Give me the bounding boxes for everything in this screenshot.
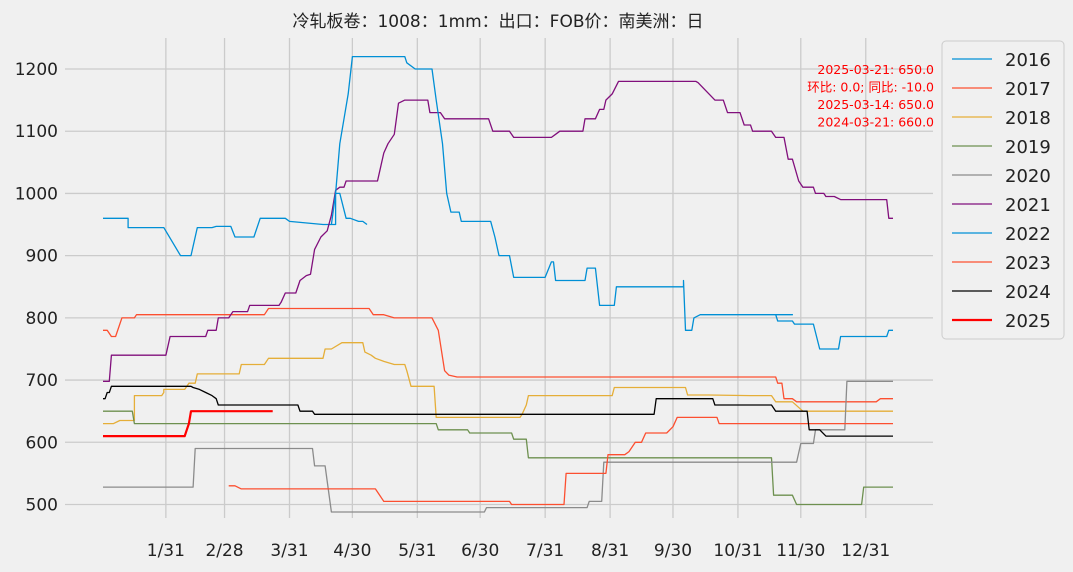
x-tick-label: 11/30 (776, 541, 825, 561)
tick-labels: 500 600 700 800 900 1000 1100 1200 1/31 2/28 3/31 4… (15, 60, 891, 561)
y-tick-label: 800 (26, 309, 58, 329)
x-tick-label: 8/31 (591, 541, 629, 561)
x-tick-label: 1/31 (147, 541, 185, 561)
y-tick-label: 1100 (15, 122, 58, 142)
annotation-text: 2024-03-21: 660.0 (817, 115, 934, 130)
y-tick-label: 500 (26, 496, 58, 516)
series-line-2024 (103, 385, 893, 437)
x-tick-label: 2/28 (205, 541, 243, 561)
legend-label-2020: 2020 (1005, 166, 1051, 187)
x-tick-label: 6/30 (461, 541, 499, 561)
legend-label-2017: 2017 (1005, 79, 1051, 100)
series-line-2023 (228, 416, 893, 506)
legend-label-2022: 2022 (1005, 224, 1051, 245)
x-tick-label: 10/31 (713, 541, 762, 561)
x-tick-label: 7/31 (526, 541, 564, 561)
legend-label-2024: 2024 (1005, 282, 1051, 303)
annotation-text: 2025-03-14: 650.0 (817, 97, 934, 112)
y-tick-label: 1000 (15, 184, 58, 204)
series-line-2025 (103, 410, 273, 438)
legend-box (941, 40, 1065, 340)
annotation-text: 2025-03-21: 650.0 (817, 62, 934, 77)
series-line-2017 (103, 307, 893, 403)
chart-title: 冷轧板卷：1008：1mm：出口：FOB价：南美洲：日 (292, 12, 703, 32)
x-tick-label: 4/30 (333, 541, 371, 561)
series-lines (103, 55, 893, 513)
x-tick-label: 5/31 (398, 541, 436, 561)
legend-label-2025: 2025 (1005, 311, 1051, 332)
legend-label-2016: 2016 (1005, 50, 1051, 71)
series-line-2019 (103, 410, 893, 506)
annotation-text: 环比: 0.0; 同比: -10.0 (807, 80, 934, 95)
y-tick-label: 600 (26, 433, 58, 453)
series-line-2020 (103, 380, 893, 513)
series-line-2018 (103, 342, 893, 425)
x-tick-label: 3/31 (270, 541, 308, 561)
x-tick-label: 9/30 (654, 541, 692, 561)
legend-label-2023: 2023 (1005, 253, 1051, 274)
legend-label-2021: 2021 (1005, 195, 1051, 216)
y-tick-label: 900 (26, 247, 58, 267)
legend-label-2019: 2019 (1005, 137, 1051, 158)
y-tick-label: 700 (26, 371, 58, 391)
x-tick-label: 12/31 (841, 541, 890, 561)
series-line-2016 (103, 192, 368, 257)
annotations: 2025-03-21: 650.0 环比: 0.0; 同比: -10.0 2025-… (807, 62, 934, 130)
series-line-2021 (103, 80, 893, 382)
series-line-2022 (330, 55, 893, 350)
y-tick-label: 1200 (15, 60, 58, 80)
legend-label-2018: 2018 (1005, 108, 1051, 129)
legend: 2016 2017 2018 2019 2020 2021 2022 2023 2024 2025 (941, 40, 1065, 340)
